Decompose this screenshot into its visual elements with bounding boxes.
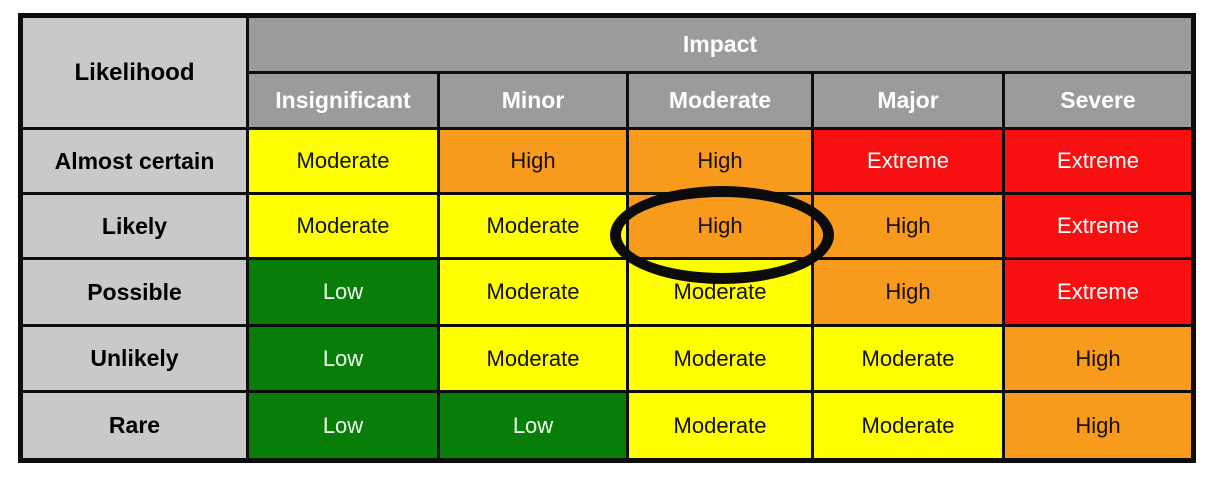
risk-cell: High bbox=[626, 127, 814, 195]
impact-level-header-severe: Severe bbox=[1002, 71, 1195, 130]
risk-cell: Low bbox=[246, 390, 440, 462]
risk-cell: High bbox=[1002, 390, 1195, 462]
risk-cell: Extreme bbox=[811, 127, 1005, 195]
risk-cell: Moderate bbox=[437, 192, 629, 260]
risk-cell: Low bbox=[437, 390, 629, 462]
risk-cell: Low bbox=[246, 324, 440, 393]
matrix-row-almost-certain: Almost certain Moderate High High Extrem… bbox=[19, 127, 1195, 195]
risk-cell: Low bbox=[246, 257, 440, 327]
impact-level-header-minor: Minor bbox=[437, 71, 629, 130]
likelihood-label-unlikely: Unlikely bbox=[19, 324, 249, 393]
risk-matrix-table: Likelihood Impact Insignificant Minor Mo… bbox=[18, 13, 1196, 463]
impact-level-header-insignificant: Insignificant bbox=[246, 71, 440, 130]
risk-cell: High bbox=[811, 192, 1005, 260]
risk-cell: Moderate bbox=[811, 324, 1005, 393]
risk-cell: Moderate bbox=[626, 390, 814, 462]
risk-cell: High bbox=[437, 127, 629, 195]
impact-level-header-moderate: Moderate bbox=[626, 71, 814, 130]
matrix-row-rare: Rare Low Low Moderate Moderate High bbox=[19, 390, 1195, 462]
impact-header-row: Likelihood Impact bbox=[19, 14, 1195, 130]
risk-cell: Moderate bbox=[246, 192, 440, 260]
risk-cell: Moderate bbox=[437, 324, 629, 393]
matrix-row-unlikely: Unlikely Low Moderate Moderate Moderate … bbox=[19, 324, 1195, 393]
risk-cell: Moderate bbox=[246, 127, 440, 195]
risk-cell: High bbox=[811, 257, 1005, 327]
risk-cell: Moderate bbox=[437, 257, 629, 327]
impact-levels-row: Insignificant Minor Moderate Major Sever… bbox=[21, 71, 1195, 130]
matrix-row-possible: Possible Low Moderate Moderate High Extr… bbox=[19, 257, 1195, 327]
risk-cell: Extreme bbox=[1002, 257, 1195, 327]
likelihood-label-rare: Rare bbox=[19, 390, 249, 462]
risk-cell: Moderate bbox=[811, 390, 1005, 462]
likelihood-label-likely: Likely bbox=[19, 192, 249, 260]
risk-cell: Extreme bbox=[1002, 192, 1195, 260]
risk-cell-circled: High bbox=[626, 192, 814, 260]
impact-level-header-major: Major bbox=[811, 71, 1005, 130]
likelihood-label-possible: Possible bbox=[19, 257, 249, 327]
likelihood-corner-header: Likelihood bbox=[19, 14, 249, 130]
risk-cell: Moderate bbox=[626, 257, 814, 327]
likelihood-label-almost-certain: Almost certain bbox=[19, 127, 249, 195]
risk-cell: Extreme bbox=[1002, 127, 1195, 195]
matrix-row-likely: Likely Moderate Moderate High High Extre… bbox=[19, 192, 1195, 260]
risk-cell: Moderate bbox=[626, 324, 814, 393]
risk-cell: High bbox=[1002, 324, 1195, 393]
impact-header: Impact bbox=[246, 14, 1195, 74]
